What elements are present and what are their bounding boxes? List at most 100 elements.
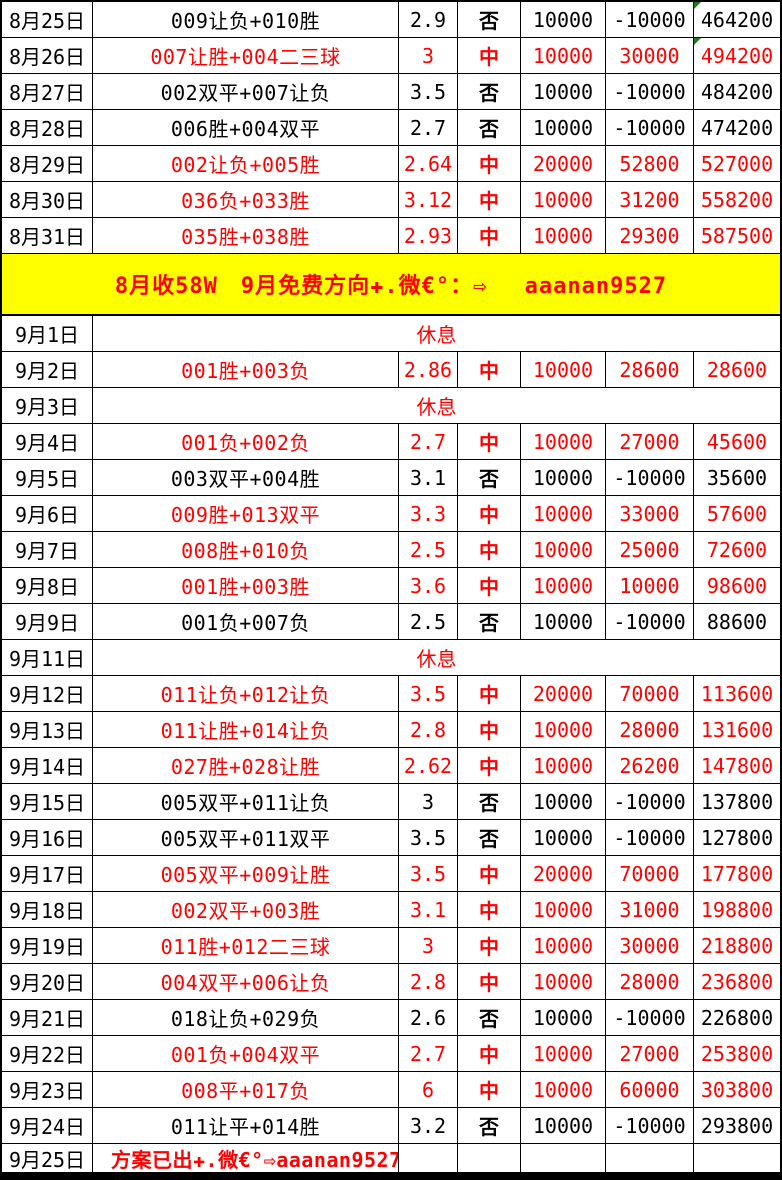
result-cell: 否 [458,1108,521,1143]
pick-cell: 009胜+013双平 [93,496,399,531]
profit-cell: 70000 [606,856,694,891]
date-cell: 9月5日 [2,460,93,495]
date-cell: 9月11日 [2,640,93,675]
result-cell: 否 [458,74,521,109]
stake-cell: 10000 [521,568,606,603]
odds-cell: 3.1 [399,892,458,927]
profit-cell: 30000 [606,38,694,73]
profit-cell: 25000 [606,532,694,567]
stake-cell [521,1144,606,1172]
result-cell: 否 [458,820,521,855]
result-cell: 否 [458,2,521,37]
total-cell: 57600 [706,501,768,526]
result-cell: 中 [458,1072,521,1107]
date-cell: 8月26日 [2,38,93,73]
date-cell: 9月7日 [2,532,93,567]
pick-cell: 011让胜+014让负 [93,712,399,747]
odds-cell: 3.5 [399,676,458,711]
odds-cell: 3 [399,784,458,819]
stake-cell: 10000 [521,218,606,253]
stake-cell: 10000 [521,2,606,37]
table-row: 9月19日 011胜+012二三球 3 中 10000 30000 218800 [2,928,780,964]
rest-cell: 休息 [93,640,780,675]
total-cell: 131600 [700,717,774,742]
odds-cell: 2.86 [399,352,458,387]
profit-cell: -10000 [606,1000,694,1035]
pick-cell: 002双平+007让负 [93,74,399,109]
date-cell: 9月14日 [2,748,93,783]
stake-cell: 10000 [521,1108,606,1143]
table-row: 9月23日 008平+017负 6 中 10000 60000 303800 [2,1072,780,1108]
total-cell-with-corner-marker: 494200 [694,38,780,73]
result-cell: 中 [458,218,521,253]
profit-cell: -10000 [606,2,694,37]
total-cell: 28600 [706,357,768,382]
table-row: 9月2日 001胜+003负 2.86 中 10000 28600 28600 [2,352,780,388]
total-cell: 303800 [700,1077,774,1102]
date-cell: 9月19日 [2,928,93,963]
stake-cell: 20000 [521,146,606,181]
date-cell: 9月6日 [2,496,93,531]
table-row: 9月12日 011让负+012让负 3.5 中 20000 70000 113600 [2,676,780,712]
table-row: 9月24日 011让平+014胜 3.2 否 10000 -10000 293800 [2,1108,780,1144]
total-cell: 218800 [700,933,774,958]
date-cell: 9月21日 [2,1000,93,1035]
pick-cell: 005双平+011让负 [93,784,399,819]
pick-cell: 006胜+004双平 [93,110,399,145]
result-cell: 中 [458,568,521,603]
total-cell: 198800 [700,897,774,922]
odds-cell: 3.3 [399,496,458,531]
date-cell: 9月2日 [2,352,93,387]
profit-cell: -10000 [606,460,694,495]
profit-cell: 31200 [606,182,694,217]
table-row: 9月20日 004双平+006让负 2.8 中 10000 28000 236800 [2,964,780,1000]
profit-cell: 28000 [606,712,694,747]
stake-cell: 10000 [521,1036,606,1071]
table-row: 8月25日 009让负+010胜 2.9 否 10000 -10000 464200 [2,2,780,38]
odds-cell: 2.5 [399,532,458,567]
odds-cell: 3.2 [399,1108,458,1143]
pick-cell: 027胜+028让胜 [93,748,399,783]
total-cell: 137800 [700,789,774,814]
stake-cell: 10000 [521,532,606,567]
result-cell: 中 [458,892,521,927]
date-cell: 9月12日 [2,676,93,711]
result-cell: 中 [458,748,521,783]
date-cell: 9月3日 [2,388,93,423]
odds-cell: 6 [399,1072,458,1107]
stake-cell: 10000 [521,748,606,783]
table-row: 9月5日 003双平+004胜 3.1 否 10000 -10000 35600 [2,460,780,496]
profit-cell: 52800 [606,146,694,181]
table-row: 9月4日 001负+002负 2.7 中 10000 27000 45600 [2,424,780,460]
result-cell: 否 [458,604,521,639]
result-cell: 中 [458,38,521,73]
stake-cell: 10000 [521,928,606,963]
date-cell: 9月25日 [2,1144,93,1172]
total-cell: 147800 [700,753,774,778]
result-cell: 中 [458,964,521,999]
pick-cell: 001负+002负 [93,424,399,459]
profit-cell: -10000 [606,604,694,639]
date-cell: 9月13日 [2,712,93,747]
profit-cell: -10000 [606,1108,694,1143]
stake-cell: 10000 [521,352,606,387]
stake-cell: 20000 [521,856,606,891]
result-cell: 中 [458,712,521,747]
stake-cell: 10000 [521,460,606,495]
pick-cell: 005双平+009让胜 [93,856,399,891]
total-cell: 587500 [700,223,774,248]
stake-cell: 10000 [521,964,606,999]
date-cell: 9月24日 [2,1108,93,1143]
date-cell: 8月27日 [2,74,93,109]
profit-cell: 28000 [606,964,694,999]
table-row: 8月28日 006胜+004双平 2.7 否 10000 -10000 474200 [2,110,780,146]
date-cell: 9月23日 [2,1072,93,1107]
table-row-rest: 9月3日 休息 [2,388,780,424]
profit-cell: 30000 [606,928,694,963]
odds-cell: 3.5 [399,820,458,855]
odds-cell: 2.64 [399,146,458,181]
table-row: 9月8日 001胜+003胜 3.6 中 10000 10000 98600 [2,568,780,604]
profit-cell: 60000 [606,1072,694,1107]
stake-cell: 10000 [521,1072,606,1107]
profit-cell: 31000 [606,892,694,927]
